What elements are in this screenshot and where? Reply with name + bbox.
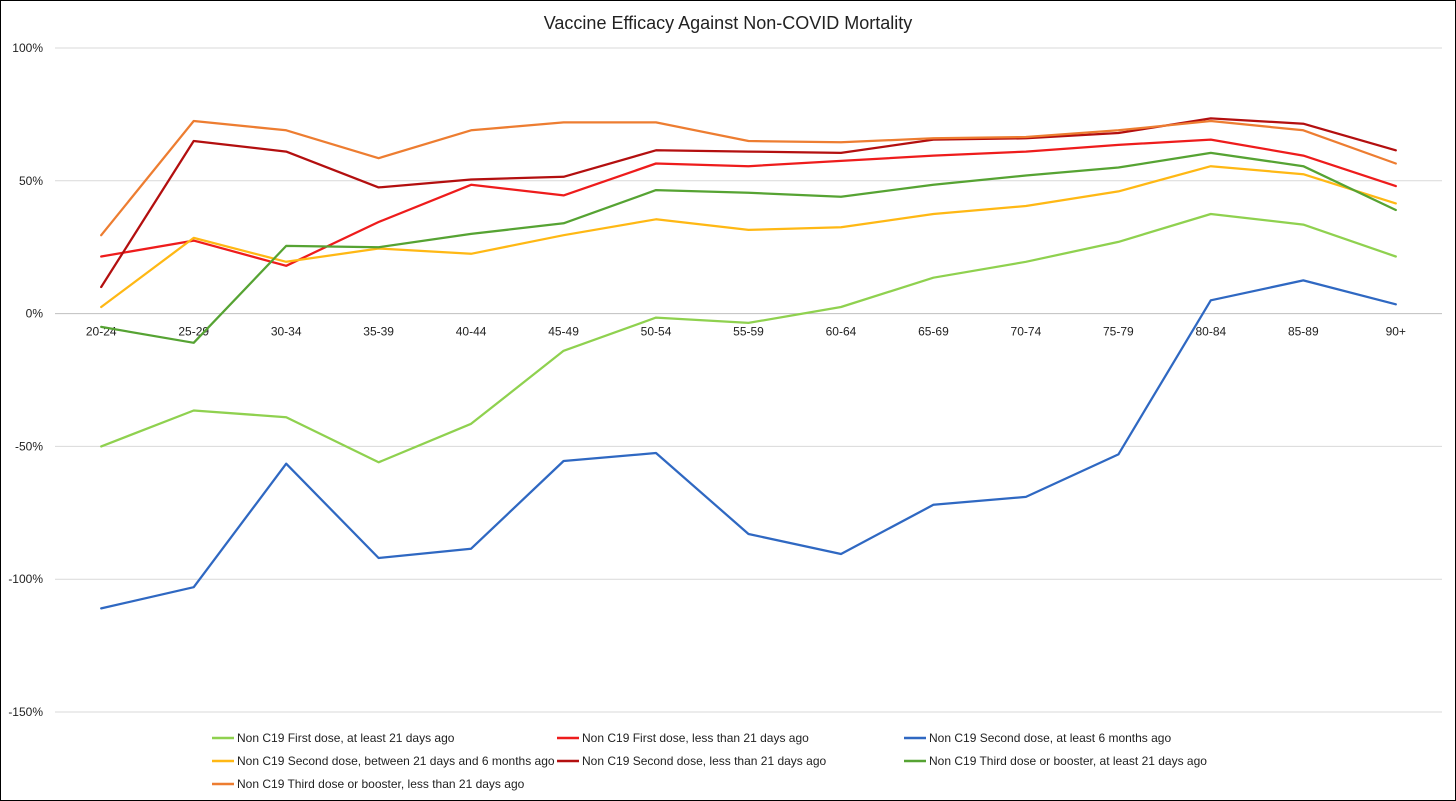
x-tick-label: 50-54 — [641, 325, 672, 339]
y-tick-label: 100% — [12, 41, 43, 55]
x-tick-label: 30-34 — [271, 325, 302, 339]
x-tick-label: 60-64 — [826, 325, 857, 339]
legend-label: Non C19 Second dose, between 21 days and… — [237, 754, 555, 768]
y-tick-label: -150% — [8, 705, 43, 719]
y-tick-label: 0% — [26, 307, 44, 321]
legend: Non C19 First dose, at least 21 days ago… — [212, 731, 1207, 791]
legend-label: Non C19 Second dose, less than 21 days a… — [582, 754, 826, 768]
x-tick-label: 70-74 — [1011, 325, 1042, 339]
legend-item-2: Non C19 First dose, less than 21 days ag… — [557, 731, 809, 745]
legend-item-3: Non C19 Second dose, at least 6 months a… — [904, 731, 1171, 745]
chart-title: Vaccine Efficacy Against Non-COVID Morta… — [544, 13, 912, 33]
legend-label: Non C19 First dose, less than 21 days ag… — [582, 731, 809, 745]
series-line-6 — [100, 151, 1397, 344]
x-tick-label: 80-84 — [1195, 325, 1226, 339]
series-line-7 — [100, 119, 1397, 237]
y-tick-label: -50% — [15, 439, 43, 453]
legend-item-7: Non C19 Third dose or booster, less than… — [212, 777, 525, 791]
x-tick-label: 55-59 — [733, 325, 764, 339]
x-axis-ticks: 20-24 25-29 30-34 35-39 40-44 45-49 50-54 55-59… — [86, 325, 1406, 339]
x-tick-label: 90+ — [1386, 325, 1406, 339]
series-line-2 — [100, 138, 1397, 267]
y-tick-label: 50% — [19, 174, 43, 188]
x-tick-label: 40-44 — [456, 325, 487, 339]
legend-label: Non C19 Third dose or booster, at least … — [929, 754, 1207, 768]
y-tick-label: -100% — [8, 572, 43, 586]
x-tick-label: 35-39 — [363, 325, 394, 339]
legend-label: Non C19 First dose, at least 21 days ago — [237, 731, 455, 745]
x-tick-label: 65-69 — [918, 325, 949, 339]
x-tick-label: 45-49 — [548, 325, 579, 339]
series-line-1 — [100, 212, 1397, 464]
series-line-4 — [100, 165, 1397, 309]
legend-item-5: Non C19 Second dose, less than 21 days a… — [557, 754, 826, 768]
legend-item-4: Non C19 Second dose, between 21 days and… — [212, 754, 555, 768]
x-tick-label: 75-79 — [1103, 325, 1134, 339]
legend-item-1: Non C19 First dose, at least 21 days ago — [212, 731, 455, 745]
y-axis-ticks: 100% 50% 0% -50% -100% -150% — [8, 41, 43, 719]
series-lines — [100, 117, 1397, 610]
legend-label: Non C19 Third dose or booster, less than… — [237, 777, 525, 791]
legend-item-6: Non C19 Third dose or booster, at least … — [904, 754, 1207, 768]
legend-label: Non C19 Second dose, at least 6 months a… — [929, 731, 1171, 745]
series-line-3 — [100, 279, 1397, 610]
x-tick-label: 85-89 — [1288, 325, 1319, 339]
gridlines — [55, 47, 1442, 713]
